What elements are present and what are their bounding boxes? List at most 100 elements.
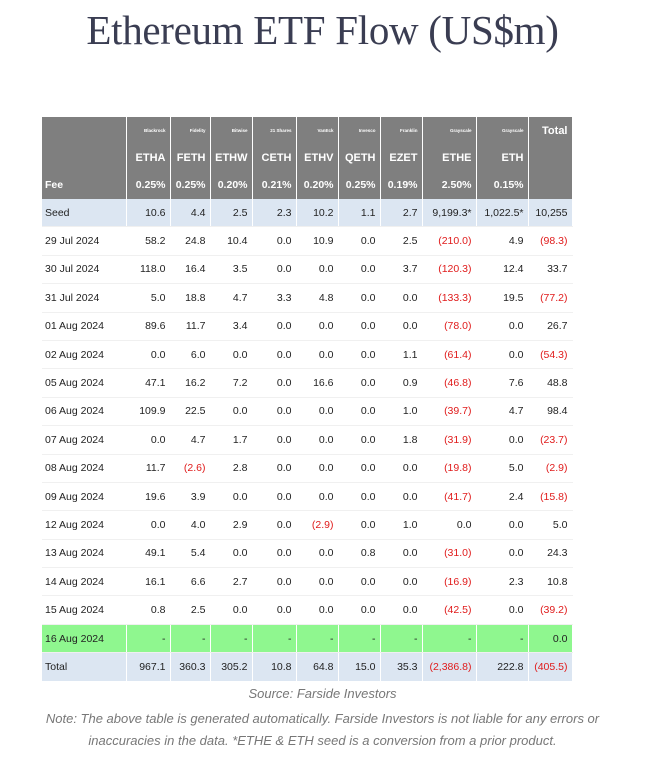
flow-value: (46.8) (422, 368, 477, 398)
flow-value: 2.7 (210, 567, 253, 597)
flow-value: 0.0 (296, 425, 339, 455)
provider-header (42, 117, 127, 144)
fee-cell: Fee (42, 171, 127, 199)
flow-value: 0.0 (252, 567, 297, 597)
fee-cell: 0.19% (380, 171, 423, 199)
flow-value: 0.0 (380, 312, 423, 341)
row-date: 14 Aug 2024 (42, 567, 127, 597)
flow-value: 0.0 (296, 312, 339, 341)
flow-value: 5.4 (170, 539, 211, 569)
flow-value: (31.9) (422, 425, 477, 455)
table-row: 29 Jul 2024 58.2 24.8 10.4 0.0 10.9 0.0 2.5 (210… (42, 226, 573, 256)
flow-value: 0.0 (252, 425, 297, 455)
flow-value: 0.0 (210, 539, 253, 569)
flow-value: 0.0 (338, 510, 381, 540)
total-value: 15.0 (338, 652, 381, 682)
flow-value: 3.5 (210, 255, 253, 285)
flow-value: 98.4 (528, 397, 573, 427)
fee-cell: 0.25% (170, 171, 211, 199)
table-header: Blackrock Fidelity Bitwise 21 Shares VanEck I… (42, 117, 573, 199)
flow-value: 10.6 (126, 199, 171, 228)
flow-value: 10.9 (296, 226, 339, 256)
flow-value: 3.3 (252, 283, 297, 313)
flow-value: 2.9 (210, 510, 253, 540)
flow-value: 19.5 (476, 283, 529, 313)
ticker-header: ETHA (126, 144, 171, 171)
row-date: 06 Aug 2024 (42, 397, 127, 427)
flow-value: - (126, 624, 171, 654)
flow-value: (31.0) (422, 539, 477, 569)
flow-value: 16.6 (296, 368, 339, 398)
provider-header: Total (528, 117, 573, 144)
flow-value: 0.0 (252, 226, 297, 256)
table-row: 01 Aug 2024 89.6 11.7 3.4 0.0 0.0 0.0 0.0 (78.0)… (42, 312, 573, 341)
fee-cell: 0.25% (338, 171, 381, 199)
total-value: (2,386.8) (422, 652, 477, 682)
flow-value: (78.0) (422, 312, 477, 341)
flow-value: 0.0 (476, 312, 529, 341)
flow-value: 0.0 (476, 425, 529, 455)
fee-cell: 0.25% (126, 171, 171, 199)
row-date: 09 Aug 2024 (42, 482, 127, 512)
flow-value: (19.8) (422, 454, 477, 483)
flow-value: 1.0 (380, 510, 423, 540)
total-value: 64.8 (296, 652, 339, 682)
total-value: 305.2 (210, 652, 253, 682)
provider-row: Blackrock Fidelity Bitwise 21 Shares VanEck I… (42, 117, 573, 144)
flow-value: 1.0 (380, 397, 423, 427)
row-date: Seed (42, 199, 127, 228)
flow-value: 7.6 (476, 368, 529, 398)
flow-value: 0.9 (380, 368, 423, 398)
flow-value: (16.9) (422, 567, 477, 597)
fee-row: Fee 0.25% 0.25% 0.20% 0.21% 0.20% 0.25% 0.19% 2.… (42, 171, 573, 199)
fee-cell: 0.20% (296, 171, 339, 199)
flow-value: (210.0) (422, 226, 477, 256)
flow-value: 0.0 (422, 510, 477, 540)
flow-value: 0.0 (252, 595, 297, 625)
table-row: 31 Jul 2024 5.0 18.8 4.7 3.3 4.8 0.0 0.0 (133.3)… (42, 283, 573, 313)
flow-value: 1.1 (338, 199, 381, 228)
flow-value: 3.4 (210, 312, 253, 341)
flow-value: (42.5) (422, 595, 477, 625)
table-row: 06 Aug 2024 109.9 22.5 0.0 0.0 0.0 0.0 1.0 (39.7… (42, 397, 573, 427)
flow-value: 3.7 (380, 255, 423, 285)
flow-value: (61.4) (422, 340, 477, 370)
flow-value: 0.0 (296, 595, 339, 625)
flow-value: 4.7 (170, 425, 211, 455)
flow-value: 0.0 (380, 454, 423, 483)
flow-value: 5.0 (476, 454, 529, 483)
flow-value: (2.9) (528, 454, 573, 483)
flow-value: 0.0 (380, 595, 423, 625)
flow-value: - (380, 624, 423, 654)
flow-value: 89.6 (126, 312, 171, 341)
flow-value: 2.3 (476, 567, 529, 597)
fee-cell: 0.15% (476, 171, 529, 199)
table-row: 05 Aug 2024 47.1 16.2 7.2 0.0 16.6 0.0 0.9 (46.8… (42, 368, 573, 398)
flow-value: 0.8 (338, 539, 381, 569)
provider-header: Grayscale (422, 117, 477, 144)
row-date: 12 Aug 2024 (42, 510, 127, 540)
table-row: 30 Jul 2024 118.0 16.4 3.5 0.0 0.0 0.0 3.7 (120.… (42, 255, 573, 285)
flow-value: 0.0 (338, 312, 381, 341)
flow-value: (39.7) (422, 397, 477, 427)
flow-value: 12.4 (476, 255, 529, 285)
flow-value: 24.3 (528, 539, 573, 569)
flow-value: 33.7 (528, 255, 573, 285)
flow-value: 4.9 (476, 226, 529, 256)
flow-value: 1,022.5* (476, 199, 529, 228)
provider-header: Grayscale (476, 117, 529, 144)
flow-value: 18.8 (170, 283, 211, 313)
table-row: 16 Aug 2024- - - - - - - - -0.0 (42, 624, 573, 654)
ticker-header: ETH (476, 144, 529, 171)
row-date: 16 Aug 2024 (42, 624, 127, 654)
flow-value: 0.0 (252, 340, 297, 370)
row-date: 29 Jul 2024 (42, 226, 127, 256)
flow-value: 58.2 (126, 226, 171, 256)
flow-value: 1.7 (210, 425, 253, 455)
flow-value: 2.5 (170, 595, 211, 625)
total-row: Total 967.1 360.3 305.2 10.8 64.8 15.0 35.3 (2,3… (42, 652, 573, 682)
provider-header: Invesco (338, 117, 381, 144)
flow-value: 4.8 (296, 283, 339, 313)
disclaimer-note: Note: The above table is generated autom… (45, 711, 600, 748)
flow-value: 11.7 (170, 312, 211, 341)
